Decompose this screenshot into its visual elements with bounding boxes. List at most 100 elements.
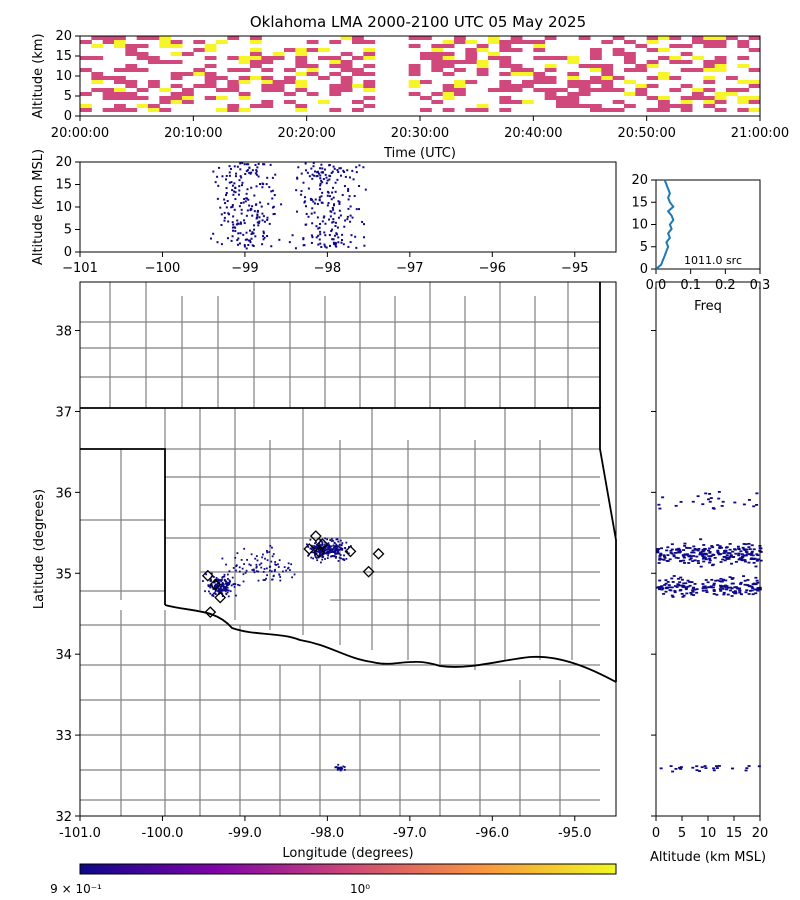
- source-point: [717, 765, 721, 767]
- density-cell: [295, 64, 308, 68]
- source-point: [343, 766, 346, 768]
- density-cell: [476, 44, 489, 48]
- density-cell: [556, 56, 568, 60]
- source-point: [232, 215, 235, 218]
- source-point: [755, 504, 759, 506]
- source-point: [755, 579, 759, 582]
- histogram-xlabel: Freq: [694, 299, 722, 314]
- source-point: [678, 550, 682, 553]
- source-point: [315, 552, 318, 555]
- source-point: [703, 547, 707, 550]
- source-point: [681, 585, 685, 588]
- source-point: [344, 546, 346, 549]
- source-point: [272, 205, 275, 208]
- source-point: [712, 584, 716, 586]
- density-cell: [250, 60, 262, 64]
- source-point: [285, 569, 288, 572]
- source-point: [321, 220, 324, 223]
- density-cell: [658, 104, 670, 108]
- source-point: [313, 202, 316, 205]
- density-cell: [578, 80, 591, 84]
- source-point: [349, 214, 352, 217]
- source-point: [756, 581, 760, 584]
- density-cell: [91, 80, 104, 84]
- source-point: [320, 179, 323, 182]
- density-cell: [420, 96, 432, 100]
- source-point: [317, 545, 319, 548]
- source-point: [730, 595, 734, 597]
- density-cell: [703, 60, 716, 64]
- density-cell: [295, 104, 308, 108]
- source-point: [696, 495, 700, 498]
- source-point: [739, 550, 743, 553]
- source-point: [237, 222, 240, 225]
- density-cell: [340, 64, 353, 68]
- source-point: [685, 554, 689, 556]
- source-point: [750, 552, 754, 555]
- source-point: [319, 184, 322, 187]
- source-point: [244, 571, 247, 574]
- source-point: [313, 211, 316, 214]
- source-point: [741, 556, 745, 559]
- plan-view-xlabel: Longitude (degrees): [282, 846, 413, 861]
- source-point: [658, 557, 662, 560]
- source-point: [310, 241, 313, 244]
- source-point: [708, 559, 712, 562]
- source-point: [747, 593, 751, 595]
- density-cell: [488, 40, 500, 44]
- source-point: [719, 589, 723, 592]
- density-cell: [601, 108, 614, 112]
- density-cell: [714, 36, 727, 40]
- source-point: [267, 202, 270, 205]
- source-point: [239, 175, 242, 178]
- source-point: [226, 199, 229, 202]
- source-point: [263, 220, 266, 223]
- time-tick-label: 21:00:00: [731, 126, 789, 141]
- density-cell: [454, 40, 466, 44]
- density-cell: [646, 76, 659, 80]
- source-point: [673, 585, 677, 587]
- lon-alt-frame: [79, 161, 617, 253]
- density-cell: [136, 56, 149, 60]
- density-cell: [499, 72, 512, 76]
- source-point: [355, 171, 358, 174]
- source-point: [744, 769, 748, 772]
- density-cell: [544, 96, 557, 100]
- density-cell: [737, 80, 750, 84]
- source-point: [327, 202, 330, 205]
- source-point: [315, 541, 317, 544]
- density-cell: [306, 40, 319, 44]
- source-point: [264, 579, 266, 581]
- density-cell: [465, 48, 478, 52]
- density-cell: [476, 104, 489, 108]
- source-point: [344, 219, 347, 222]
- source-point: [327, 542, 330, 545]
- source-point: [311, 544, 313, 547]
- source-point: [751, 593, 755, 596]
- source-point: [355, 208, 358, 211]
- lon-alt-ytick-label: 10: [55, 200, 72, 215]
- density-cell: [170, 40, 183, 44]
- source-point: [321, 556, 324, 558]
- source-point: [737, 554, 741, 557]
- source-point: [274, 563, 277, 566]
- source-point: [240, 212, 243, 215]
- source-point: [346, 169, 349, 172]
- source-point: [330, 230, 333, 233]
- alt-lat-xtick-label: 0: [652, 826, 660, 841]
- source-point: [261, 243, 264, 246]
- density-cell: [408, 72, 421, 76]
- density-cell: [442, 96, 455, 100]
- source-point: [224, 579, 227, 582]
- source-point: [238, 570, 241, 573]
- source-point: [337, 241, 340, 244]
- source-point: [737, 552, 741, 555]
- source-point: [719, 586, 723, 589]
- source-point: [257, 175, 260, 178]
- source-point: [662, 593, 666, 595]
- density-cell: [669, 44, 682, 48]
- source-point: [657, 562, 661, 564]
- density-cell: [352, 40, 364, 44]
- source-point: [257, 221, 260, 224]
- density-cell: [748, 80, 761, 84]
